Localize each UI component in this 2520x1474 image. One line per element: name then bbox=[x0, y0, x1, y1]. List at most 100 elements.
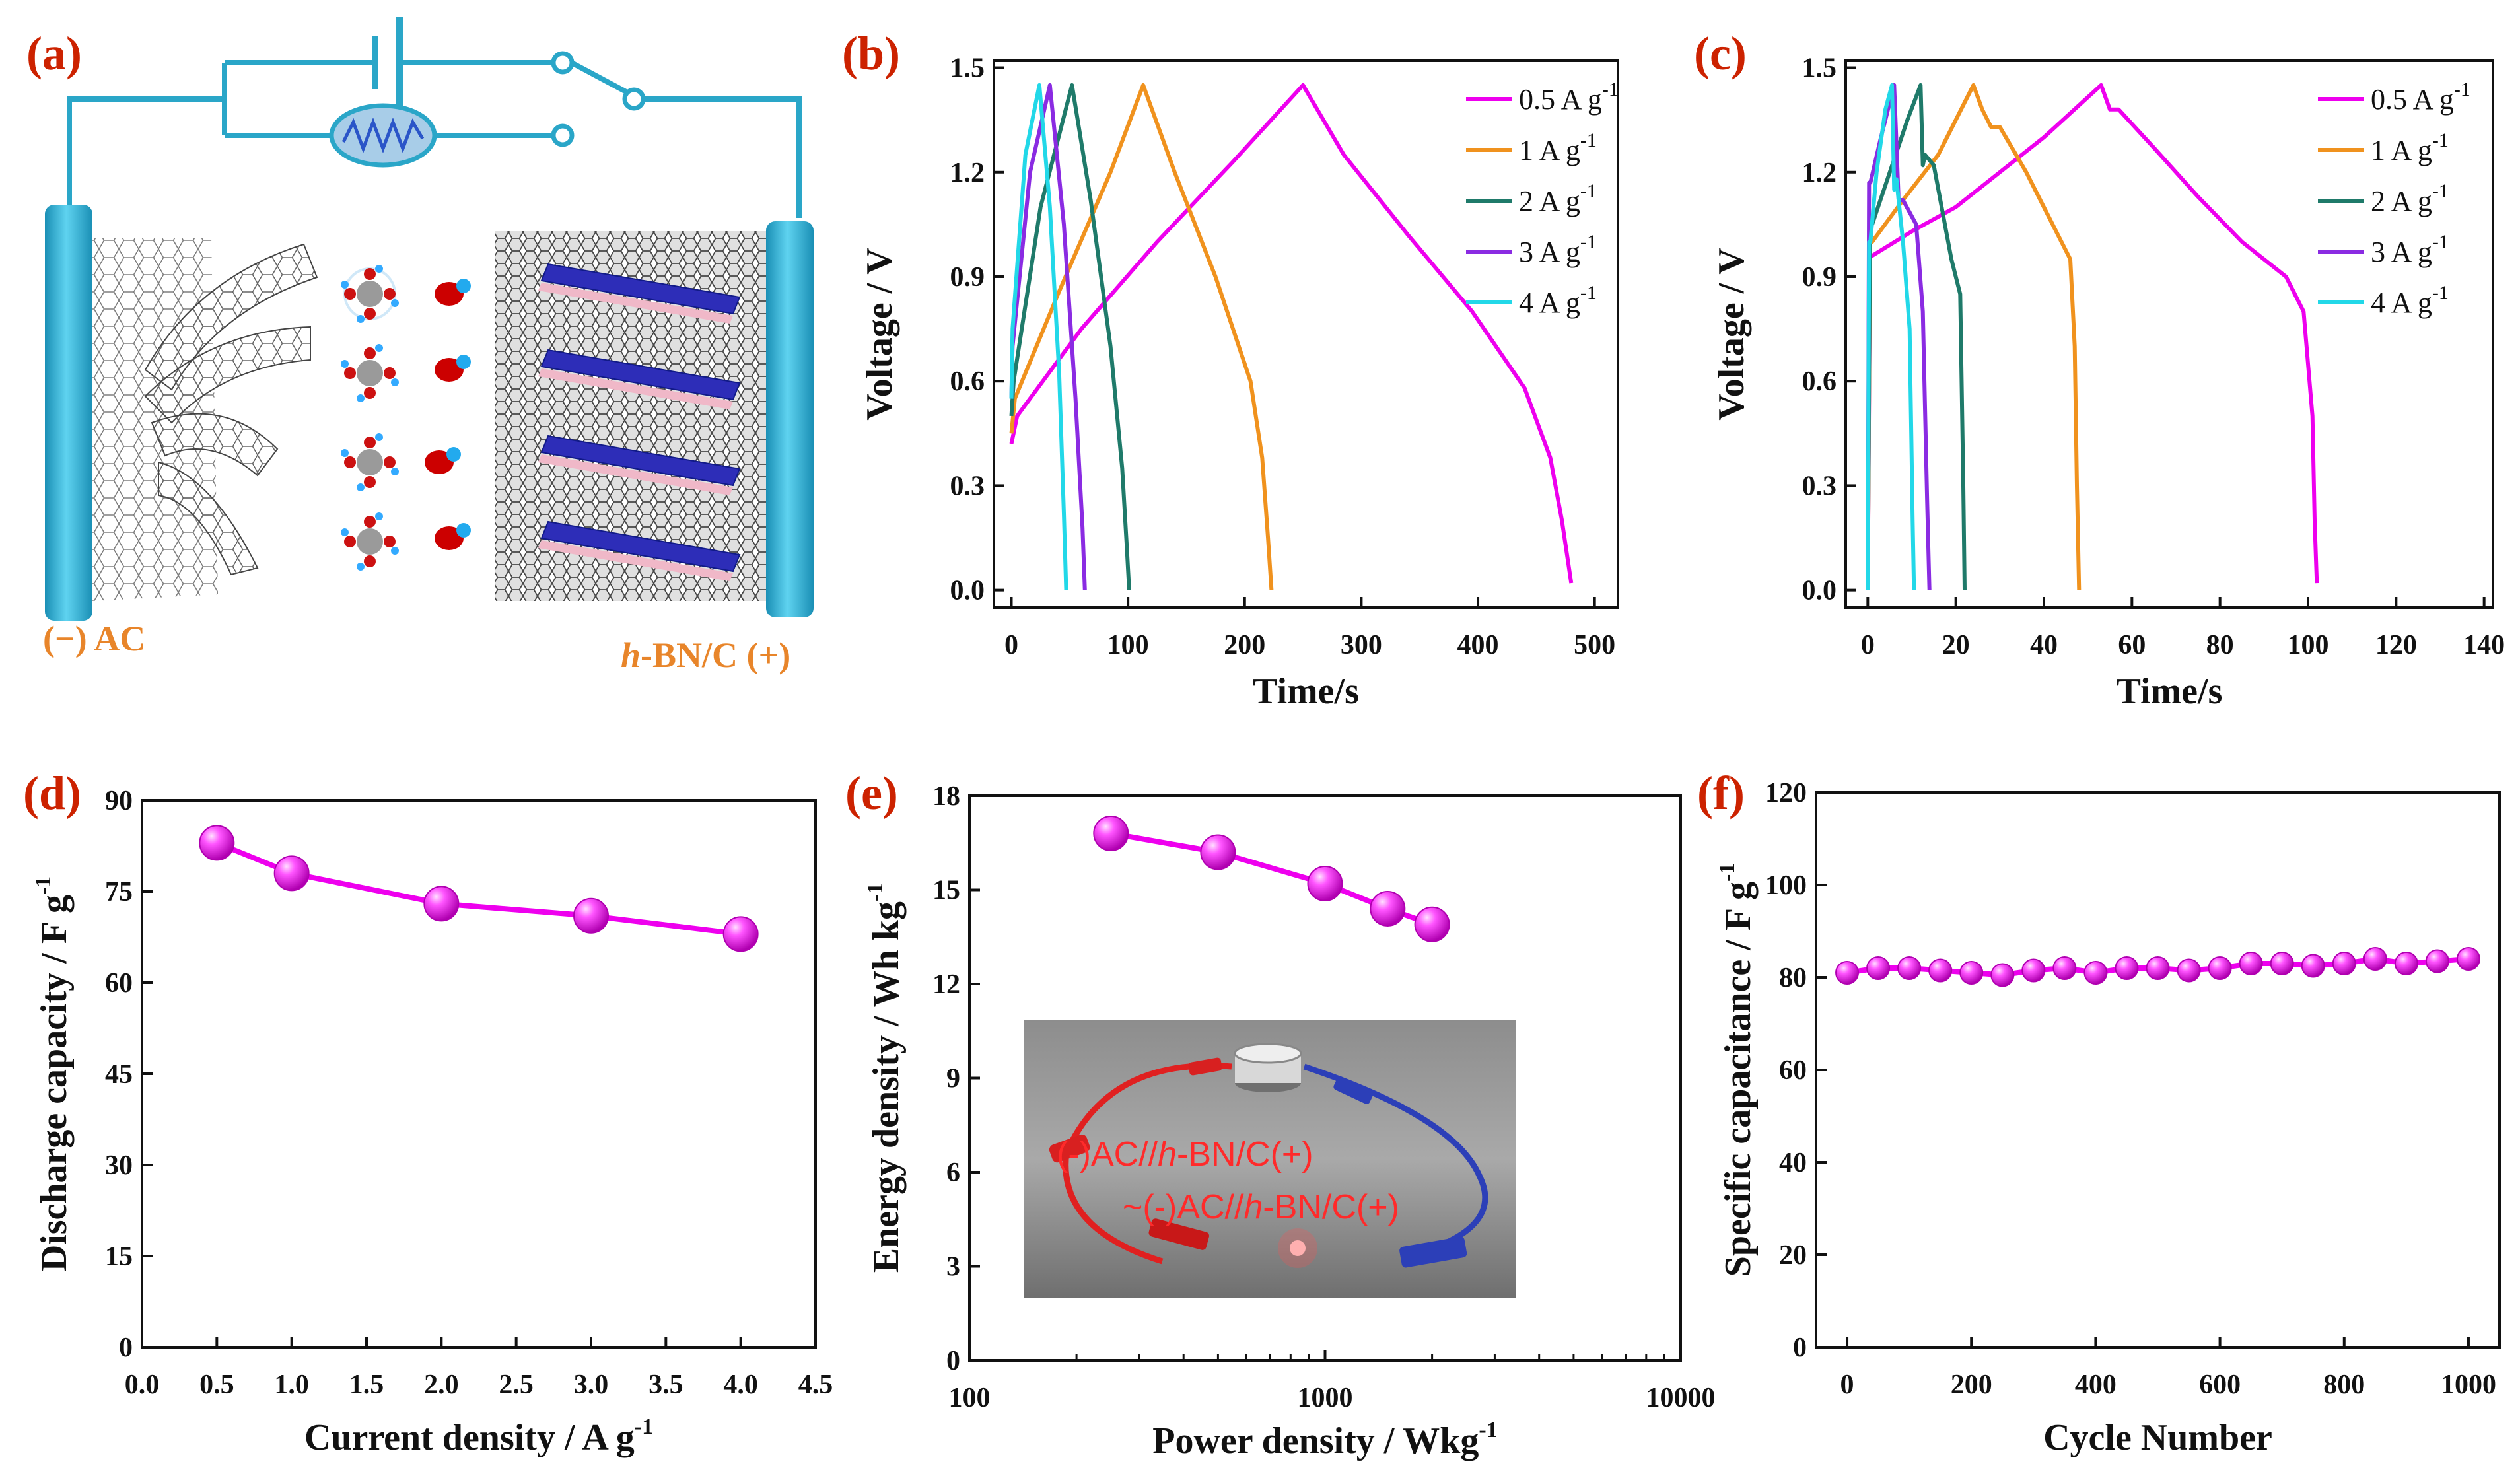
plot-frame bbox=[993, 59, 1619, 609]
x-tick-label: 600 bbox=[2199, 1370, 2241, 1400]
y-tick-label: 0.0 bbox=[950, 576, 985, 606]
y-axis-label: Energy density / Wh kg-1 bbox=[863, 883, 907, 1273]
legend-label: 3 A g-1 bbox=[1519, 231, 1597, 268]
y-tick-label: 100 bbox=[1765, 870, 1807, 901]
x-tick-label: 40 bbox=[2030, 630, 2058, 660]
series-line bbox=[1009, 83, 1574, 584]
left-electrode-label: (−) AC bbox=[43, 619, 145, 658]
solvated-cation bbox=[341, 344, 399, 402]
x-tick-label: 100 bbox=[949, 1383, 991, 1413]
y-tick-label: 60 bbox=[1779, 1055, 1807, 1086]
data-point bbox=[1959, 961, 1984, 985]
panel-d-chart: (d) 0.0 0.5 1.0 1.5 2.0 2.5 3.0 3.5 4.0 4.5 0 15 30 45… bbox=[23, 767, 833, 1458]
data-point bbox=[2425, 949, 2449, 973]
data-point bbox=[2115, 956, 2139, 980]
coin-cell-icon bbox=[1234, 1043, 1302, 1092]
y-tick-label: 60 bbox=[105, 968, 133, 999]
x-tick-label: 80 bbox=[2206, 630, 2234, 660]
y-tick-label: 30 bbox=[105, 1150, 133, 1181]
x-tick-label: 0 bbox=[1004, 630, 1018, 660]
data-point bbox=[2177, 958, 2201, 983]
data-point bbox=[573, 897, 609, 934]
y-tick-label: 20 bbox=[1779, 1240, 1807, 1271]
data-point bbox=[2146, 956, 2170, 980]
data-point bbox=[2208, 956, 2232, 980]
panel-label: (e) bbox=[845, 767, 898, 820]
x-axis-label: Time/s bbox=[1253, 671, 1359, 712]
x-tick-label: 300 bbox=[1341, 630, 1382, 660]
x-tick-label: 2.0 bbox=[424, 1370, 459, 1400]
y-axis-label: Specific capacitance / F g-1 bbox=[1715, 863, 1759, 1277]
x-tick-label: 200 bbox=[1951, 1370, 1992, 1400]
circuit-wires bbox=[67, 58, 802, 218]
x-tick-label: 0.0 bbox=[125, 1370, 160, 1400]
data-point bbox=[273, 855, 310, 892]
x-tick-label: 200 bbox=[1224, 630, 1265, 660]
data-point bbox=[2083, 961, 2108, 985]
legend-label: 4 A g-1 bbox=[1519, 282, 1597, 319]
y-tick-label: 15 bbox=[932, 876, 960, 906]
legend-label-sup: -1 bbox=[2432, 231, 2449, 253]
x-axis-label: Time/s bbox=[2117, 671, 2223, 712]
series-line bbox=[1009, 83, 1274, 590]
panel-a-label: (a) bbox=[26, 27, 82, 80]
data-point bbox=[1990, 963, 2015, 987]
x-tick-label: 1.5 bbox=[349, 1370, 384, 1400]
right-electrode-label: h-BN/C (+) bbox=[621, 635, 790, 675]
y-tick-label: 0.9 bbox=[950, 262, 985, 293]
legend-label: 4 A g-1 bbox=[2371, 282, 2449, 319]
legend-label: 2 A g-1 bbox=[1519, 180, 1597, 217]
y-tick-label: 90 bbox=[105, 786, 133, 816]
x-tick-label: 120 bbox=[2375, 630, 2417, 660]
legend-label-sup: -1 bbox=[2432, 180, 2449, 202]
battery-icon bbox=[372, 17, 403, 109]
legend-label: 2 A g-1 bbox=[2371, 180, 2449, 217]
x-tick-label: 1000 bbox=[1298, 1383, 1353, 1413]
inset-label-1: (-)AC//h-BN/C(+) bbox=[1057, 1135, 1313, 1174]
panel-b-chart: (b) 0 100 200 300 400 500 0.0 0.3 0.6 0.9 1.2 1.5 Tim… bbox=[842, 27, 1619, 712]
x-tick-label: 20 bbox=[1942, 630, 1970, 660]
x-axis-label: Cycle Number bbox=[2043, 1417, 2272, 1458]
legend-label-sup: -1 bbox=[1580, 180, 1597, 202]
y-axis-label-sup: -1 bbox=[1715, 863, 1739, 882]
legend-label-sup: -1 bbox=[2432, 282, 2449, 304]
x-tick-label: 2.5 bbox=[499, 1370, 534, 1400]
y-tick-label: 0.0 bbox=[1802, 576, 1837, 606]
y-tick-label: 6 bbox=[946, 1158, 960, 1188]
series-line bbox=[1866, 83, 2082, 590]
legend-label-sup: -1 bbox=[1580, 231, 1597, 253]
x-tick-label: 0.5 bbox=[199, 1370, 234, 1400]
legend-label-sup: -1 bbox=[2454, 79, 2470, 100]
y-tick-label: 0 bbox=[119, 1333, 133, 1363]
y-tick-label: 1.2 bbox=[1802, 158, 1837, 188]
y-axis-label-sup: -1 bbox=[31, 876, 55, 895]
data-point bbox=[423, 886, 460, 922]
y-tick-label: 1.5 bbox=[1802, 53, 1837, 84]
x-tick-label: 3.5 bbox=[648, 1370, 683, 1400]
x-tick-label: 140 bbox=[2463, 630, 2505, 660]
data-point bbox=[2270, 952, 2294, 975]
panel-c-chart: (c) 0 20 40 60 80 100 120 140 0.0 0.3 0.6 0.9 1.2 1.5 T… bbox=[1694, 27, 2505, 712]
left-electrode bbox=[45, 205, 92, 621]
x-tick-label: 1000 bbox=[2441, 1370, 2496, 1400]
data-point bbox=[722, 916, 759, 952]
y-tick-label: 0.6 bbox=[950, 367, 985, 397]
y-tick-label: 45 bbox=[105, 1059, 133, 1090]
y-tick-label: 0 bbox=[1793, 1333, 1807, 1363]
y-axis-label: Discharge capacity / F g-1 bbox=[31, 876, 75, 1272]
legend-label: 1 A g-1 bbox=[1519, 129, 1597, 166]
plot-frame bbox=[141, 799, 817, 1349]
y-tick-label: 0.3 bbox=[950, 471, 985, 501]
data-point bbox=[2239, 952, 2263, 975]
x-tick-label: 4.5 bbox=[798, 1370, 833, 1400]
legend-label: 0.5 A g-1 bbox=[1519, 79, 1619, 116]
plot-frame bbox=[1844, 59, 2494, 609]
x-axis-label: Current density / A g-1 bbox=[304, 1415, 653, 1458]
y-tick-label: 3 bbox=[946, 1252, 960, 1282]
x-tick-label: 3.0 bbox=[574, 1370, 609, 1400]
x-axis-label: Power density / Wkg-1 bbox=[1152, 1418, 1498, 1461]
data-point bbox=[2052, 956, 2077, 980]
y-tick-label: 120 bbox=[1765, 778, 1807, 808]
inset-label-2: ~(-)AC//h-BN/C(+) bbox=[1123, 1188, 1399, 1226]
legend-label-sup: -1 bbox=[2432, 129, 2449, 151]
